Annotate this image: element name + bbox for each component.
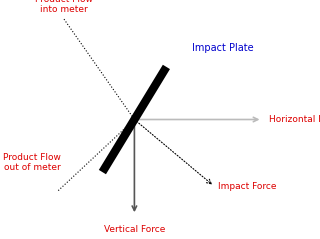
Text: Horizontal Force: Horizontal Force [269,115,320,124]
Text: Vertical Force: Vertical Force [104,225,165,234]
Text: Impact Force: Impact Force [218,182,276,191]
Text: Impact Plate: Impact Plate [192,43,254,53]
Text: Product Flow
out of meter: Product Flow out of meter [3,153,61,172]
Text: Product Flow
into meter: Product Flow into meter [35,0,93,14]
